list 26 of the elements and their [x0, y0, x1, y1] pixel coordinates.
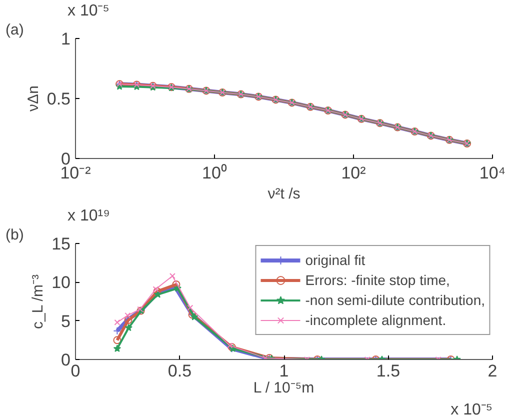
y-tick-label: 10 — [52, 273, 71, 292]
y-tick-label: 0.5 — [46, 90, 71, 108]
y-tick-label: 5 — [61, 312, 71, 331]
text: x 10⁻⁵ — [68, 2, 110, 20]
text: x 10¹⁹ — [68, 208, 110, 224]
x-tick-label: 10² — [341, 164, 366, 182]
text: x 10⁻⁵ — [450, 402, 492, 418]
x-tick-label: 2 — [488, 362, 498, 380]
x-tick-label: 10⁻² — [60, 164, 92, 182]
y-tick-label: 15 — [52, 234, 71, 254]
text: (b) — [6, 226, 24, 244]
x-axis-title: ν²t /s — [268, 186, 300, 202]
x-tick-label: 0.5 — [168, 362, 192, 380]
x-tick-label: 10⁴ — [479, 164, 506, 182]
legend-label: -incomplete alignment. — [305, 312, 446, 328]
legend-label: Errors: -finite stop time, — [305, 272, 450, 288]
x-tick-label: 1.5 — [376, 362, 400, 380]
x-tick-label: 10⁰ — [202, 164, 227, 182]
x-axis-title: L / 10⁻⁵m — [253, 380, 314, 396]
y-axis-title: νΔn — [24, 86, 42, 112]
legend-label: original fit — [305, 252, 366, 268]
text: (a) — [6, 22, 24, 38]
legend-label: -non semi-dilute contribution, — [305, 292, 485, 308]
y-axis-title: c_L /m⁻³ — [30, 274, 47, 330]
x-tick-label: 1 — [279, 362, 289, 380]
y-tick-label: 1 — [61, 30, 71, 48]
